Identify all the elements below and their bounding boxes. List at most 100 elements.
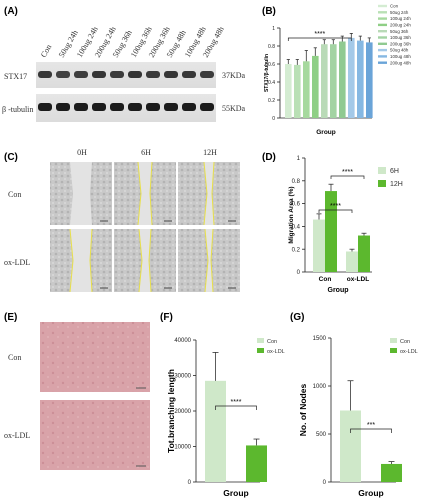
blot-band	[182, 103, 196, 111]
x-axis-label: Group	[223, 488, 249, 498]
tube-group-oxldl: ox-LDL	[4, 431, 30, 440]
bar-100ug-24h	[303, 61, 310, 118]
bar-50ug-48h	[348, 37, 355, 118]
panel-e: (E) Con ox-LDL	[4, 312, 150, 470]
scratch-group-con: Con	[8, 190, 21, 199]
y-tick-label: 20000	[174, 409, 191, 415]
blot-band	[182, 71, 196, 78]
scratch-time-12h: 12H	[203, 148, 217, 157]
y-tick-label: 0.6	[292, 202, 301, 208]
scratch-edge-line	[210, 228, 214, 293]
legend-label: 50ug 36h	[390, 29, 409, 34]
scratch-gap	[138, 162, 152, 225]
scratch-edge-line	[204, 228, 209, 293]
y-tick-label: 40000	[174, 338, 191, 344]
significance-bracket	[318, 209, 353, 213]
legend-swatch	[378, 180, 386, 187]
blot-band	[128, 103, 142, 111]
legend-label: ox-LDL	[267, 349, 285, 355]
panel-b-label: (B)	[262, 6, 276, 17]
y-tick-label: 0.8	[292, 179, 301, 185]
blot-row-tubulin-size: 55KDa	[222, 104, 246, 113]
legend-label: Con	[400, 339, 410, 345]
scratch-edge-line	[211, 161, 215, 226]
significance-label: ****	[330, 203, 341, 210]
legend-label: 200ug 24h	[390, 23, 411, 28]
blot-band	[38, 103, 52, 111]
legend-label: 50ug 48h	[390, 48, 409, 53]
panel-g-label: (G)	[290, 312, 304, 323]
y-tick-label: 0.4	[292, 225, 301, 231]
bar-100ug-48h	[357, 40, 364, 118]
scratch-edge-line	[69, 228, 74, 293]
significance-label: ****	[342, 169, 353, 176]
tube-image-oxldl	[40, 400, 150, 470]
y-tick-label: 1500	[313, 336, 327, 342]
scratch-edge-line	[203, 161, 208, 226]
y-axis-label: No. of Nodes	[298, 384, 308, 437]
y-axis-label: STX17/β-tubulin	[264, 54, 270, 92]
blot-band	[200, 71, 214, 78]
blot-band	[56, 71, 70, 78]
legend-swatch	[390, 348, 397, 353]
blot-band	[56, 103, 70, 111]
panel-d-chart: (D) 0 0.2 0.4 0.6 0.8 1 Con ox-LDL **** **** Migrat…	[262, 152, 403, 294]
legend-swatch	[257, 348, 264, 353]
scratch-time-0h: 0H	[77, 148, 87, 157]
bar-con	[340, 410, 361, 482]
scratch-gap	[139, 229, 151, 292]
y-tick-label: 0.6	[268, 62, 275, 68]
bar-100ug-36h	[330, 44, 337, 119]
bar-ox-ldl	[246, 445, 267, 482]
bar-ox-ldl	[381, 463, 402, 482]
tube-image-con	[40, 322, 150, 392]
panel-g-chart: (G) 0 500 1000 1500 *** No. of Nodes Group Con ox…	[290, 312, 418, 498]
y-tick-label: 0	[188, 480, 192, 486]
blot-band	[74, 71, 88, 78]
y-tick-label: 10000	[174, 445, 191, 451]
y-tick-label: 0.2	[292, 247, 301, 253]
bar-con-12h	[325, 191, 337, 272]
blot-band	[128, 71, 142, 78]
y-tick-label: 30000	[174, 374, 191, 380]
bar-50ug-24h	[294, 64, 301, 118]
blot-band	[38, 71, 52, 78]
x-axis-label: Group	[328, 287, 349, 294]
blot-band	[164, 103, 178, 111]
y-tick-label: 1000	[313, 384, 327, 390]
significance-bracket	[350, 428, 392, 433]
x-axis-label: Group	[316, 129, 336, 136]
legend-label: 100ug 48h	[390, 54, 411, 59]
y-tick-label: 0	[272, 116, 275, 122]
legend-label: 6H	[390, 168, 399, 175]
significance-bracket	[330, 175, 365, 179]
blot-band	[146, 103, 160, 111]
blot-band	[146, 71, 160, 78]
panel-b-chart: (B) 0 0.2 0.4 0.6 0.8 1 **** STX17/β-tubulin Grou…	[262, 4, 411, 136]
blot-band	[92, 71, 106, 78]
panel-f-chart: (F) 0 10000 20000 30000 40000 **** Tot.branchin…	[160, 312, 285, 498]
y-tick-label: 0.2	[268, 98, 275, 104]
significance-label: ****	[314, 31, 325, 38]
scratch-gap	[70, 162, 92, 225]
y-tick-label: 0.4	[268, 80, 275, 86]
legend-label: 12H	[390, 181, 403, 188]
bar-con	[205, 380, 226, 482]
scratch-edge-line	[89, 228, 93, 293]
y-tick-label: 500	[316, 432, 327, 438]
y-tick-label: 0.8	[268, 44, 275, 50]
legend-label: 200ug 48h	[390, 60, 411, 65]
panel-c: (C) 0H 6H 12H Con ox-LDL	[4, 148, 240, 293]
significance-bracket	[215, 405, 257, 410]
blot-lane-label: Con	[39, 43, 53, 59]
significance-label: ***	[367, 422, 375, 429]
y-axis-label: Tot.branching length	[166, 369, 176, 453]
blot-band	[110, 71, 124, 78]
significance-label: ****	[231, 399, 242, 406]
bar-200ug-36h	[339, 41, 346, 118]
blot-band	[110, 103, 124, 111]
legend-label: 200ug 36h	[390, 41, 411, 46]
